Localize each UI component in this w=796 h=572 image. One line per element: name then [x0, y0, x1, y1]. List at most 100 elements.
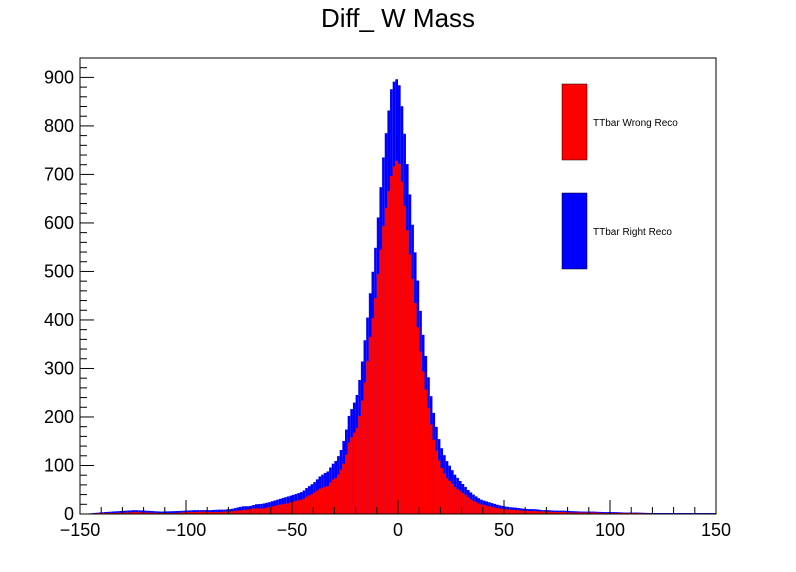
bar-wrong-reco	[488, 506, 491, 514]
bar-wrong-reco	[331, 479, 335, 514]
bar-wrong-reco	[135, 512, 139, 514]
bar-wrong-reco	[339, 469, 343, 514]
bar-wrong-reco	[535, 511, 539, 514]
bar-wrong-reco	[310, 494, 314, 514]
bar-wrong-reco	[432, 439, 436, 514]
bar-wrong-reco	[379, 249, 383, 515]
bar-wrong-reco	[321, 487, 324, 514]
bar-wrong-reco	[458, 491, 462, 514]
bar-wrong-reco	[326, 485, 330, 514]
bar-wrong-reco	[151, 512, 155, 514]
bar-wrong-reco	[254, 508, 258, 514]
bar-wrong-reco	[384, 207, 388, 514]
bar-wrong-reco	[262, 508, 266, 514]
bar-wrong-reco	[572, 512, 576, 514]
bar-wrong-reco	[448, 480, 451, 514]
legend-swatch-right-reco	[561, 192, 588, 270]
bar-wrong-reco	[119, 512, 123, 514]
bar-right-reco	[159, 511, 163, 514]
bar-wrong-reco	[260, 508, 263, 514]
bar-wrong-reco	[453, 487, 457, 514]
bar-wrong-reco	[323, 486, 327, 514]
bar-wrong-reco	[122, 512, 126, 514]
bar-wrong-reco	[416, 327, 420, 514]
bar-wrong-reco	[517, 510, 520, 514]
y-tick-label: 500	[44, 261, 74, 281]
bar-wrong-reco	[231, 511, 234, 514]
bar-wrong-reco	[191, 512, 194, 514]
legend-label-right-reco: TTbar Right Reco	[593, 227, 672, 238]
x-axis: −150 −100 −50 0 50 100 150	[60, 500, 731, 540]
bar-wrong-reco	[419, 351, 422, 514]
bar-wrong-reco	[297, 500, 300, 514]
bar-wrong-reco	[580, 512, 584, 514]
bar-wrong-reco	[233, 510, 237, 514]
bar-wrong-reco	[514, 510, 518, 514]
bar-wrong-reco	[217, 511, 221, 514]
bar-right-reco	[106, 511, 110, 514]
bar-wrong-reco	[564, 512, 568, 514]
bar-wrong-reco	[125, 512, 128, 514]
bar-wrong-reco	[281, 504, 285, 514]
bar-wrong-reco	[541, 511, 544, 514]
bar-wrong-reco	[212, 512, 216, 514]
bar-wrong-reco	[268, 507, 271, 514]
x-tick-label: 150	[701, 520, 731, 540]
bar-wrong-reco	[154, 512, 157, 514]
bar-wrong-reco	[546, 511, 550, 514]
bar-wrong-reco	[215, 512, 218, 514]
bar-wrong-reco	[117, 512, 120, 514]
y-tick-label: 900	[44, 67, 74, 87]
bar-wrong-reco	[437, 460, 441, 514]
bar-wrong-reco	[307, 495, 311, 514]
bar-wrong-reco	[575, 512, 579, 514]
bar-right-reco	[162, 511, 165, 514]
bar-right-reco	[119, 510, 123, 514]
bar-wrong-reco	[469, 499, 473, 514]
bar-right-reco	[172, 511, 176, 514]
bar-wrong-reco	[429, 424, 433, 514]
x-tick-label: −100	[166, 520, 207, 540]
bar-wrong-reco	[413, 302, 417, 514]
bar-wrong-reco	[533, 511, 536, 514]
chart-title: Diff_ W Mass	[320, 3, 476, 33]
bar-right-reco	[217, 509, 221, 514]
bar-wrong-reco	[591, 512, 595, 514]
bar-wrong-reco	[209, 512, 213, 514]
bar-wrong-reco	[292, 501, 295, 514]
bar-wrong-reco	[554, 512, 557, 514]
x-tick-label: 0	[393, 520, 403, 540]
bar-wrong-reco	[140, 512, 144, 514]
bar-wrong-reco	[133, 512, 136, 514]
bar-wrong-reco	[538, 511, 542, 514]
bar-right-reco	[140, 510, 144, 514]
bar-wrong-reco	[299, 499, 303, 514]
bar-wrong-reco	[519, 510, 523, 514]
bar-right-reco	[143, 510, 147, 514]
bar-wrong-reco	[474, 502, 478, 514]
bar-wrong-reco	[424, 389, 428, 514]
bar-wrong-reco	[241, 510, 245, 514]
bar-wrong-reco	[509, 509, 512, 514]
bar-wrong-reco	[130, 512, 133, 514]
bar-wrong-reco	[398, 163, 401, 514]
bar-wrong-reco	[265, 507, 269, 514]
bar-wrong-reco	[114, 512, 118, 514]
bar-right-reco	[175, 511, 179, 514]
bar-wrong-reco	[594, 512, 597, 514]
bar-wrong-reco	[374, 298, 377, 514]
bar-wrong-reco	[477, 503, 481, 514]
bar-right-reco	[130, 510, 133, 514]
bar-wrong-reco	[156, 512, 160, 514]
bar-wrong-reco	[578, 512, 581, 514]
bar-wrong-reco	[186, 512, 189, 514]
bar-right-reco	[125, 510, 128, 514]
bar-wrong-reco	[289, 502, 292, 514]
bar-wrong-reco	[543, 511, 547, 514]
bar-right-reco	[122, 510, 126, 514]
bar-right-reco	[148, 510, 152, 514]
bar-wrong-reco	[127, 512, 131, 514]
bar-wrong-reco	[178, 512, 181, 514]
bar-wrong-reco	[175, 512, 179, 514]
bar-wrong-reco	[405, 230, 409, 514]
